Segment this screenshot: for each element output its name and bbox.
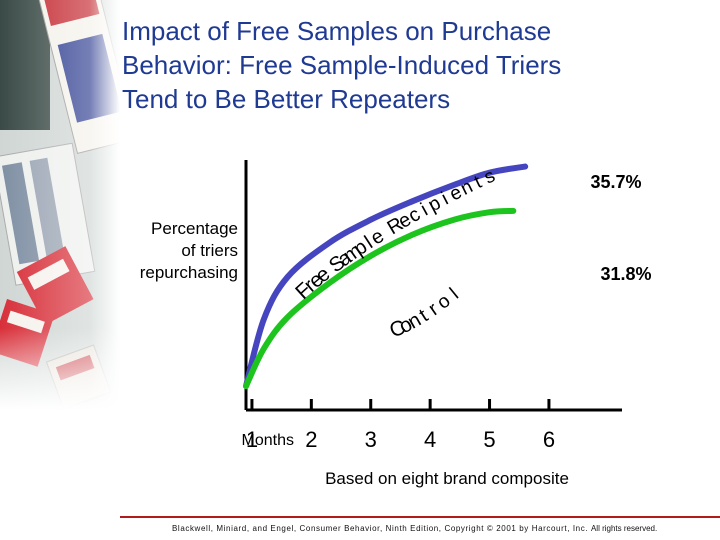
- control-end-label: 31.8%: [600, 264, 651, 284]
- y-axis-label-line-2: of triers: [181, 241, 238, 260]
- y-axis-label: Percentage of triers repurchasing: [140, 219, 238, 282]
- chart-title: Impact of Free Samples on Purchase Behav…: [122, 14, 702, 116]
- x-tick-label: 2: [305, 427, 317, 452]
- x-tick-label: 5: [483, 427, 495, 452]
- x-axis-prefix-label: Months: [242, 432, 294, 449]
- y-axis-label-line-1: Percentage: [151, 219, 238, 238]
- x-tick-label: 1: [246, 427, 258, 452]
- footer: Blackwell, Miniard, and Engel, Consumer …: [172, 524, 718, 533]
- series-end-labels: 35.7% 31.8%: [590, 172, 651, 284]
- footer-divider: [120, 516, 720, 518]
- y-axis-label-line-3: repurchasing: [140, 263, 238, 282]
- x-tick-label: 6: [543, 427, 555, 452]
- recipients-end-label: 35.7%: [590, 172, 641, 192]
- recipients-line: [243, 163, 529, 390]
- footer-rights: All rights reserved.: [590, 524, 658, 533]
- chart-note: Based on eight brand composite: [325, 469, 569, 488]
- footer-citation: Blackwell, Miniard, and Engel, Consumer …: [172, 524, 589, 533]
- x-tick-labels: 1 2 3 4 5 6: [246, 427, 555, 452]
- x-tick-label: 4: [424, 427, 436, 452]
- axes: [244, 160, 622, 412]
- chart-title-line-1: Impact of Free Samples on Purchase: [122, 16, 552, 46]
- coupon-collage-image: [0, 0, 120, 410]
- x-tick-label: 3: [365, 427, 377, 452]
- series-lines: [243, 163, 529, 390]
- chart-title-line-2: Behavior: Free Sample-Induced Triers: [122, 50, 562, 80]
- control-line: [243, 207, 517, 390]
- line-chart: Percentage of triers repurchasing FreeSa…: [140, 160, 652, 488]
- chart-title-line-3: Tend to Be Better Repeaters: [122, 84, 451, 114]
